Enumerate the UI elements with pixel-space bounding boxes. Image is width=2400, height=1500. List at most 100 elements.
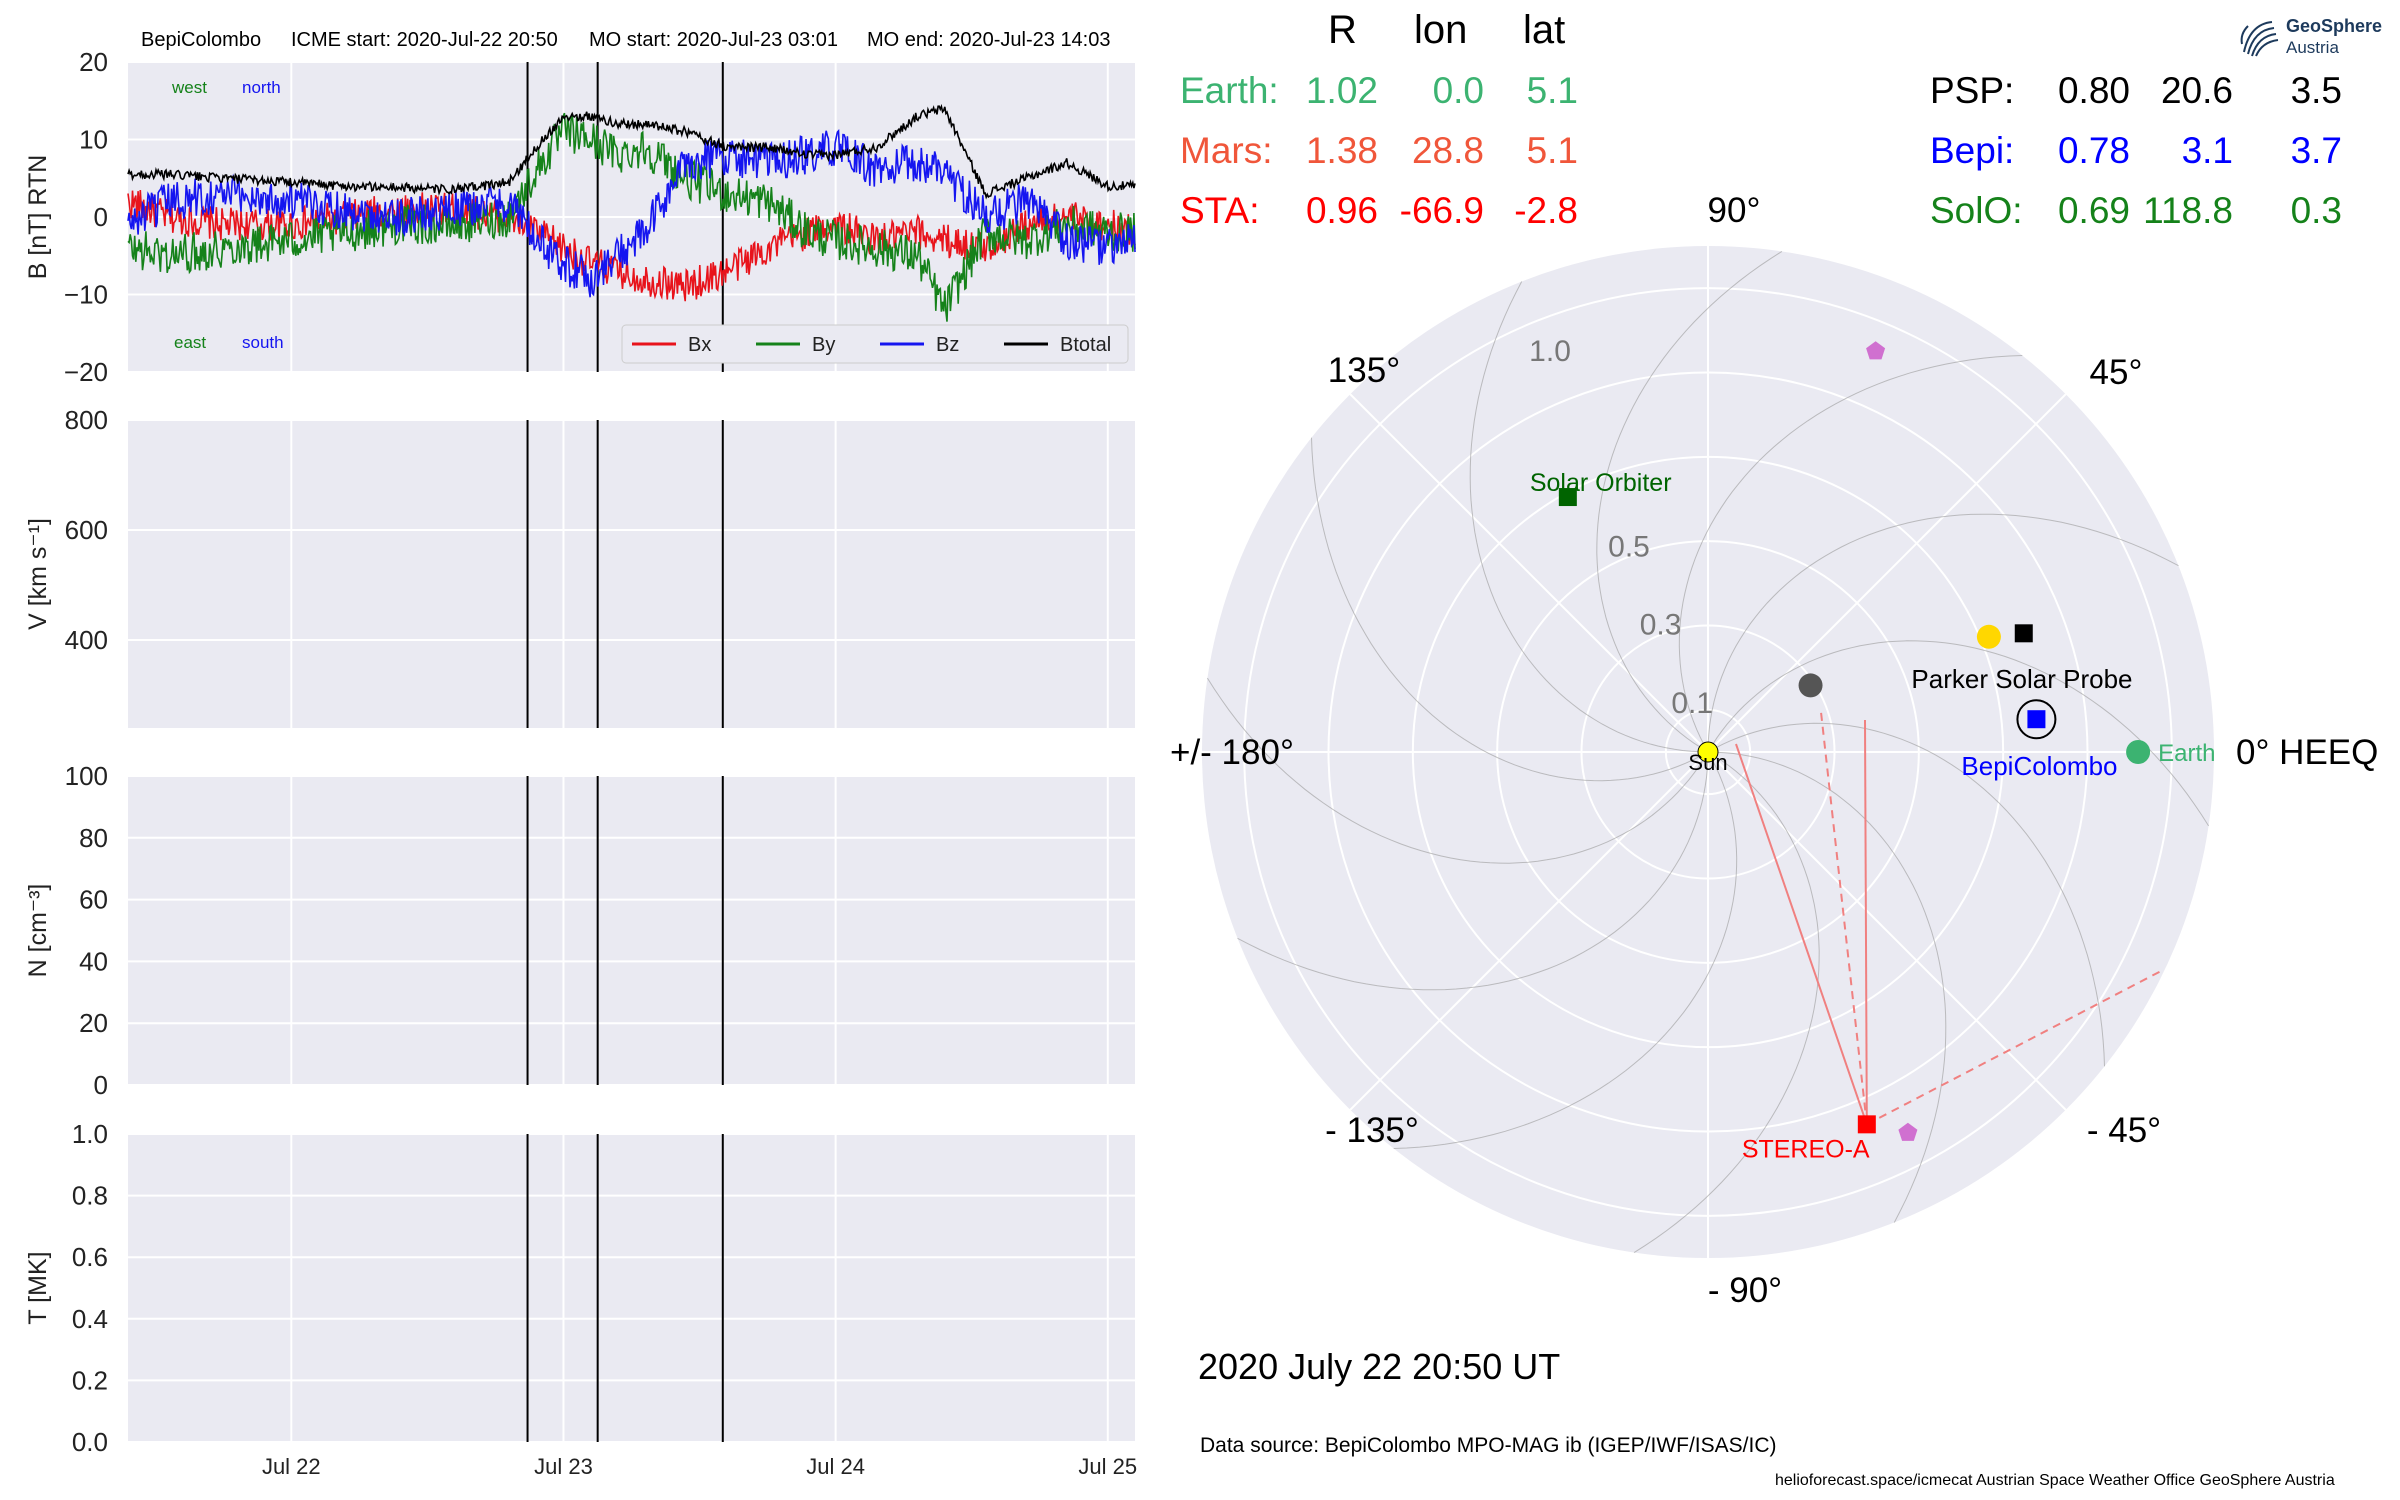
y-tick-label: 0.2 [72, 1365, 108, 1395]
angle-tick-label: 135° [1328, 351, 1400, 390]
b-field-legend: Bx By Bz Btotal [621, 324, 1129, 364]
polar-background [1202, 246, 2214, 1258]
marker-bepicolombo-ring [2016, 699, 2057, 740]
fov-line [1866, 969, 2164, 1126]
angular-gridline [1707, 393, 2067, 753]
angle-tick-label: - 135° [1325, 1111, 1419, 1150]
fov-line [1735, 743, 1868, 1125]
table-cell-lon: 20.6 [2160, 70, 2233, 111]
table-cell-R: 0.96 [1305, 190, 1378, 231]
label-parker-solar-probe: Parker Solar Probe [1911, 664, 2132, 694]
spiral-line [1596, 250, 1783, 753]
marker-gray-body [1798, 673, 1823, 698]
x-tick-label: Jul 23 [534, 1454, 593, 1479]
table-header-lat: lat [1523, 8, 1566, 52]
table-cell-R: 0.69 [2057, 190, 2130, 231]
table-cell-name: PSP: [1930, 70, 2015, 111]
y-tick-label: 800 [65, 405, 108, 435]
table-cell-lon: 0.0 [1432, 70, 1484, 111]
y-tick-label: 600 [65, 515, 108, 545]
table-cell-lon: 28.8 [1411, 130, 1484, 171]
legend-label: Bx [688, 334, 711, 356]
label-earth: Earth [2158, 740, 2215, 767]
panel-spacecraft-label: BepiColombo [141, 29, 262, 51]
table-cell-lon: -66.9 [1399, 190, 1484, 231]
spiral-line [1707, 640, 2210, 827]
table-cell-name: Earth: [1180, 70, 1279, 111]
plot-date-label: 2020 July 22 20:50 UT [1198, 1346, 1561, 1387]
spiral-line [1393, 751, 1738, 1149]
y-tick-label: 0.8 [72, 1181, 108, 1211]
icme-start-label: ICME start: 2020-Jul-22 20:50 [291, 29, 558, 51]
panel-background [128, 776, 1135, 1085]
y-tick-label: 1.0 [72, 1119, 108, 1149]
marker-bepicolombo [2027, 710, 2046, 729]
panel-background [128, 1134, 1135, 1442]
mo-end-label: MO end: 2020-Jul-23 14:03 [867, 29, 1111, 51]
radial-gridline [1411, 455, 2005, 1049]
y-tick-label: −20 [64, 357, 108, 387]
y-tick-label: 0 [94, 1070, 108, 1100]
table-header-lon: lon [1414, 8, 1468, 52]
series-line-by [127, 112, 1136, 322]
label-solar-orbiter: Solar Orbiter [1530, 469, 1672, 497]
y-tick-label: 60 [79, 885, 108, 915]
spiral-line [1206, 677, 1709, 864]
east-label: east [174, 333, 207, 352]
y-tick-label: 0 [94, 202, 108, 232]
table-cell-lat: 0.3 [2290, 190, 2342, 231]
y-tick-label: 100 [65, 761, 108, 791]
spiral-line [1707, 751, 1947, 1223]
x-tick-label: Jul 25 [1078, 1454, 1137, 1479]
fov-line [1820, 711, 1868, 1125]
legend-label: Bz [936, 334, 959, 356]
marker-magenta-pentagon [1898, 1122, 1918, 1141]
table-cell-name: Mars: [1180, 130, 1273, 171]
parker-spirals [1206, 250, 2210, 1254]
marker-magenta-pentagon [1866, 341, 1886, 360]
legend-label: Btotal [1060, 334, 1111, 356]
table-cell-R: 0.80 [2057, 70, 2130, 111]
label-bepicolombo: BepiColombo [1961, 751, 2117, 781]
radial-tick-label: 0.1 [1671, 687, 1713, 720]
angle-tick-label: - 45° [2087, 1111, 2161, 1150]
spiral-line [1707, 722, 2105, 1067]
y-tick-label: −10 [64, 280, 108, 310]
radial-gridline [1496, 540, 1920, 964]
table-cell-lat: 5.1 [1526, 70, 1578, 111]
panel-background [128, 420, 1135, 728]
table-cell-lat: 5.1 [1526, 130, 1578, 171]
marker-solar-orbiter [1558, 488, 1577, 507]
stereo-a-fov-lines [1735, 711, 2164, 1126]
legend-label: By [812, 334, 835, 356]
y-tick-label: 40 [79, 946, 108, 976]
footer-credits: helioforecast.space/icmecat Austrian Spa… [1775, 1472, 2335, 1489]
angular-gridline [1349, 393, 1709, 753]
y-tick-label: 20 [79, 1008, 108, 1038]
spiral-line [1633, 751, 1820, 1254]
y-tick-label: 20 [79, 47, 108, 77]
y-tick-label: 0.0 [72, 1427, 108, 1457]
y-tick-label: 0.6 [72, 1242, 108, 1272]
angle-tick-label: 0° HEEQ [2236, 733, 2378, 772]
spiral-line [1237, 751, 1709, 991]
x-tick-label: Jul 22 [262, 1454, 321, 1479]
table-cell-R: 1.02 [1305, 70, 1378, 111]
table-cell-lon: 3.1 [2181, 130, 2233, 171]
mo-start-label: MO start: 2020-Jul-23 03:01 [589, 29, 839, 51]
north-label: north [242, 78, 281, 97]
y-axis-label: T [MK] [24, 1251, 52, 1324]
angle-tick-label: 90° [1708, 191, 1761, 230]
radial-tick-label: 0.5 [1608, 531, 1650, 564]
label-sun: Sun [1688, 750, 1727, 775]
angular-gridline [1707, 751, 2067, 1111]
y-axis-label: V [km s⁻¹] [24, 518, 52, 630]
series-line-btotal [127, 103, 1136, 200]
fov-line [1864, 719, 1868, 1125]
table-cell-R: 0.78 [2057, 130, 2130, 171]
y-tick-label: 10 [79, 125, 108, 155]
table-cell-lon: 118.8 [2143, 190, 2233, 231]
marker-earth [2126, 740, 2151, 764]
marker-sun [1697, 741, 1719, 763]
